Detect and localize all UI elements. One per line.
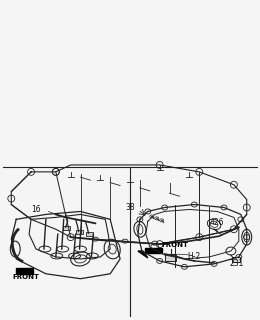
Text: FRONT: FRONT: [13, 274, 40, 280]
Bar: [232, 257, 240, 262]
Polygon shape: [138, 251, 148, 258]
Polygon shape: [145, 248, 162, 253]
Text: 16: 16: [31, 205, 41, 214]
Bar: [87, 232, 93, 236]
Text: H-2: H-2: [188, 252, 201, 261]
Text: 231: 231: [230, 260, 244, 268]
Text: 426: 426: [210, 218, 224, 227]
Bar: [63, 226, 70, 230]
Bar: [76, 230, 82, 234]
Text: 38: 38: [125, 203, 135, 212]
Bar: [165, 254, 177, 261]
Text: FRONT: FRONT: [162, 242, 189, 248]
Polygon shape: [16, 268, 33, 274]
